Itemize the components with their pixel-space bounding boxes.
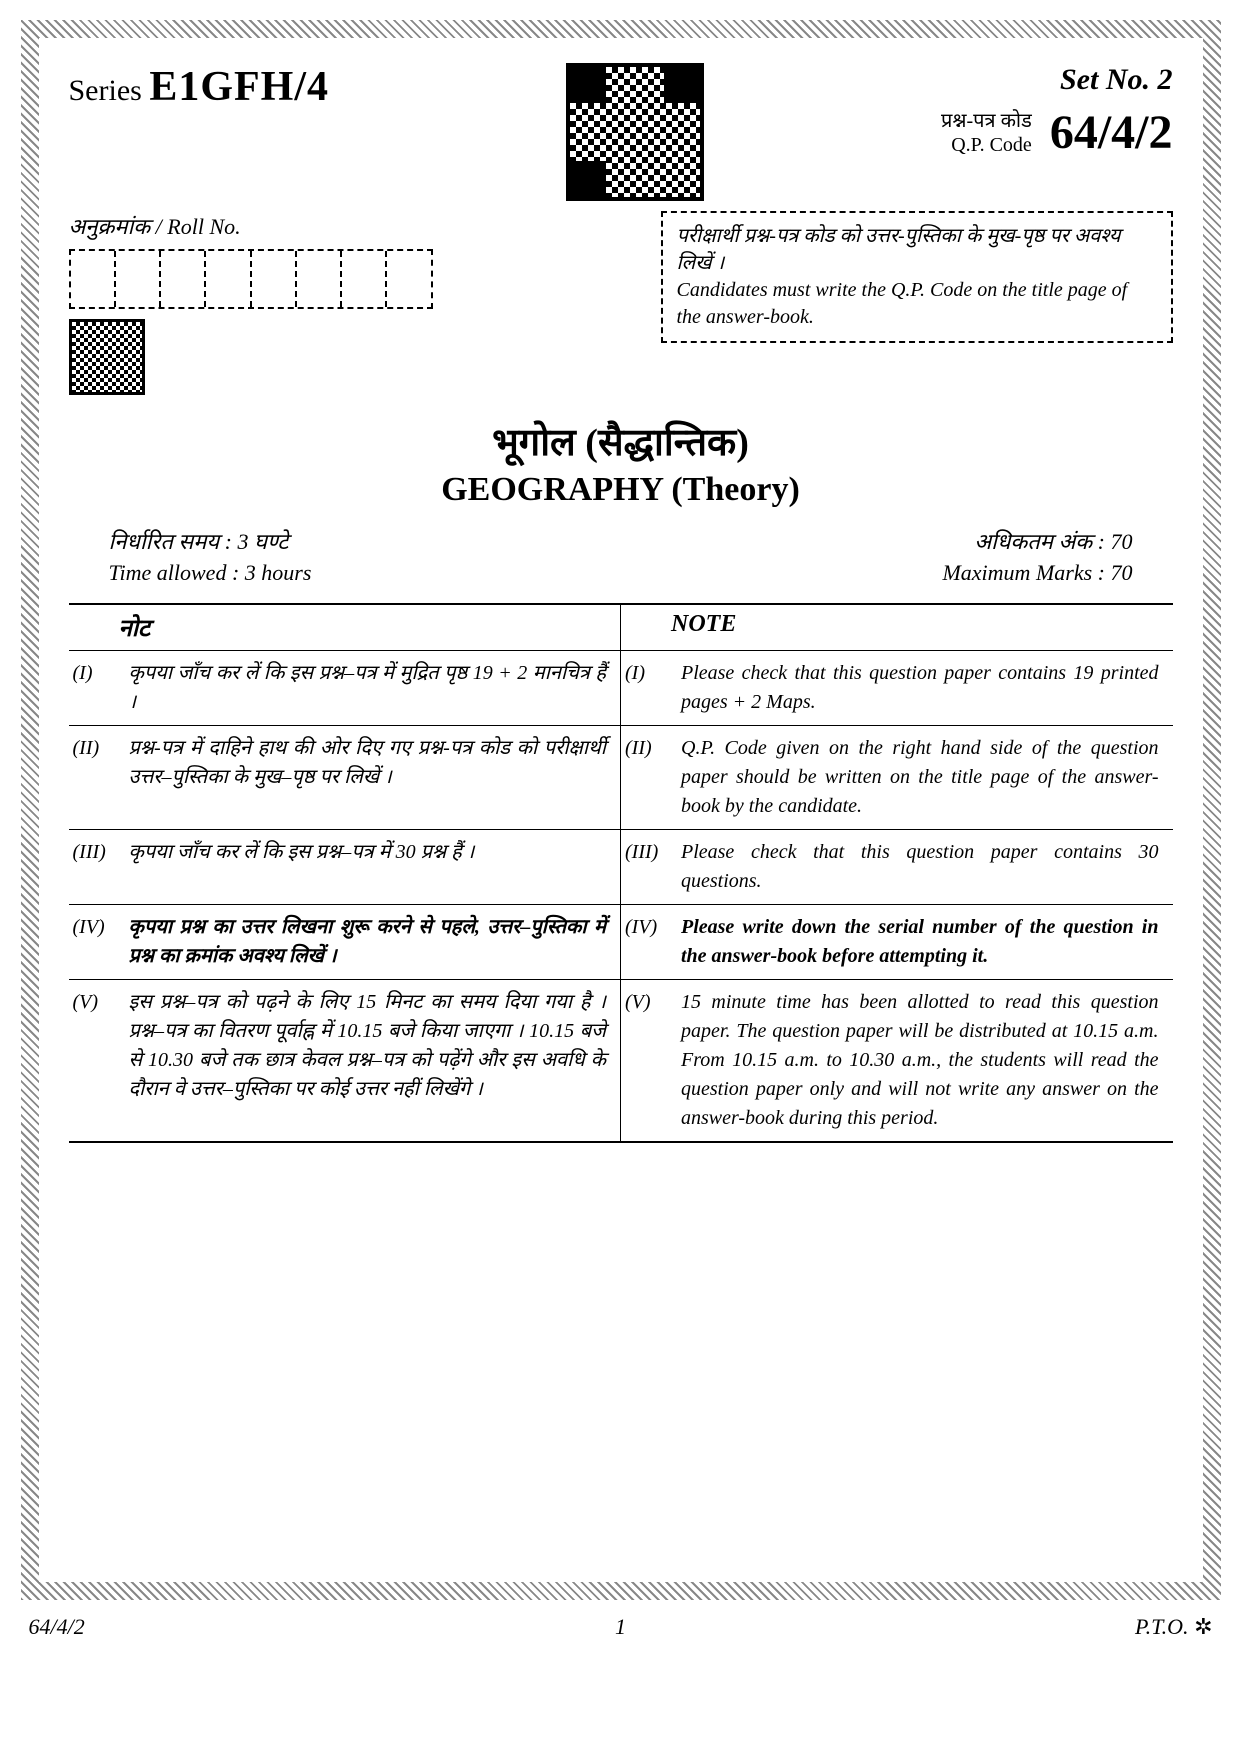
roll-label: अनुक्रमांक / Roll No. [69, 211, 433, 241]
note-cell-en: (I)Please check that this question paper… [621, 651, 1173, 725]
note-number: (IV) [623, 913, 681, 971]
page-border: Series E1GFH/4 Set No. 2 प्रश्न-पत्र कोड… [21, 20, 1221, 1600]
qp-code-row: प्रश्न-पत्र कोड Q.P. Code 64/4/2 [941, 105, 1173, 160]
qp-code-label: प्रश्न-पत्र कोड Q.P. Code [941, 109, 1032, 157]
notes-header: नोट NOTE [69, 605, 1173, 651]
note-text-en: 15 minute time has been allotted to read… [681, 988, 1167, 1133]
roll-label-hi: अनुक्रमांक [69, 214, 151, 239]
subject-title-hi: भूगोल (सैद्धान्तिक) [69, 415, 1173, 467]
roll-row: अनुक्रमांक / Roll No. परीक्षार्थी प्रश्न… [69, 211, 1173, 395]
set-block: Set No. 2 प्रश्न-पत्र कोड Q.P. Code 64/4… [941, 63, 1173, 160]
note-text-hi: प्रश्न-पत्र में दाहिने हाथ की ओर दिए गए … [129, 734, 615, 821]
candidate-instruction-box: परीक्षार्थी प्रश्न-पत्र कोड को उत्तर-पुस… [661, 211, 1173, 343]
header-row: Series E1GFH/4 Set No. 2 प्रश्न-पत्र कोड… [69, 63, 1173, 201]
note-cell-en: (IV)Please write down the serial number … [621, 905, 1173, 979]
note-cell-hi: (I)कृपया जाँच कर लें कि इस प्रश्न–पत्र म… [69, 651, 622, 725]
note-cell-en: (II)Q.P. Code given on the right hand si… [621, 726, 1173, 829]
footer-qp-code: 64/4/2 [29, 1614, 85, 1640]
roll-label-en: Roll No. [167, 214, 240, 239]
series-label: Series [69, 74, 142, 107]
note-number: (II) [623, 734, 681, 821]
time-allowed-en: Time allowed : 3 hours [109, 558, 312, 589]
note-number: (V) [623, 988, 681, 1133]
page-footer: 64/4/2 1 P.T.O. [21, 1600, 1221, 1640]
note-number: (I) [71, 659, 129, 717]
note-text-hi: कृपया जाँच कर लें कि इस प्रश्न–पत्र में … [129, 838, 615, 896]
notes-table: नोट NOTE (I)कृपया जाँच कर लें कि इस प्रश… [69, 603, 1173, 1143]
set-number-value: 2 [1157, 63, 1172, 96]
series-block: Series E1GFH/4 [69, 63, 330, 111]
note-row: (I)कृपया जाँच कर लें कि इस प्रश्न–पत्र म… [69, 651, 1173, 726]
footer-pto: P.T.O. [1135, 1614, 1213, 1640]
subject-title-en: GEOGRAPHY (Theory) [69, 471, 1173, 509]
set-number: Set No. 2 [941, 63, 1173, 97]
note-cell-hi: (IV)कृपया प्रश्न का उत्तर लिखना शुरू करन… [69, 905, 622, 979]
roll-number-boxes[interactable] [69, 249, 433, 309]
note-number: (II) [71, 734, 129, 821]
note-row: (III)कृपया जाँच कर लें कि इस प्रश्न–पत्र… [69, 830, 1173, 905]
note-row: (IV)कृपया प्रश्न का उत्तर लिखना शुरू करन… [69, 905, 1173, 980]
note-number: (IV) [71, 913, 129, 971]
note-cell-en: (V)15 minute time has been allotted to r… [621, 980, 1173, 1141]
qp-code-label-en: Q.P. Code [941, 133, 1032, 157]
note-number: (V) [71, 988, 129, 1133]
note-number: (I) [623, 659, 681, 717]
note-number: (III) [71, 838, 129, 896]
notes-header-hi: नोट [69, 605, 622, 650]
qp-code-value: 64/4/2 [1050, 105, 1173, 160]
max-marks-en: Maximum Marks : 70 [942, 558, 1132, 589]
candidate-instruction-en: Candidates must write the Q.P. Code on t… [677, 277, 1157, 331]
note-text-en: Please check that this question paper co… [681, 838, 1167, 896]
time-col: निर्धारित समय : 3 घण्टे Time allowed : 3… [109, 527, 312, 589]
note-row: (II)प्रश्न-पत्र में दाहिने हाथ की ओर दिए… [69, 726, 1173, 830]
note-row: (V)इस प्रश्न–पत्र को पढ़ने के लिए 15 मिन… [69, 980, 1173, 1141]
candidate-instruction-hi: परीक्षार्थी प्रश्न-पत्र कोड को उत्तर-पुस… [677, 223, 1157, 277]
time-allowed-hi: निर्धारित समय : 3 घण्टे [109, 527, 312, 558]
note-text-en: Q.P. Code given on the right hand side o… [681, 734, 1167, 821]
roll-left: अनुक्रमांक / Roll No. [69, 211, 433, 395]
qp-code-label-hi: प्रश्न-पत्र कोड [941, 109, 1032, 133]
max-marks-hi: अधिकतम अंक : 70 [942, 527, 1132, 558]
note-text-hi: कृपया प्रश्न का उत्तर लिखना शुरू करने से… [129, 913, 615, 971]
qr-code-small-icon [69, 319, 145, 395]
note-cell-hi: (III)कृपया जाँच कर लें कि इस प्रश्न–पत्र… [69, 830, 622, 904]
note-text-hi: कृपया जाँच कर लें कि इस प्रश्न–पत्र में … [129, 659, 615, 717]
notes-header-en: NOTE [621, 605, 1173, 650]
footer-page-number: 1 [615, 1614, 626, 1640]
series-code: E1GFH/4 [149, 64, 329, 110]
note-text-en: Please check that this question paper co… [681, 659, 1167, 717]
roll-separator: / [150, 214, 167, 239]
note-cell-hi: (II)प्रश्न-पत्र में दाहिने हाथ की ओर दिए… [69, 726, 622, 829]
set-label-text: Set No. [1060, 63, 1150, 96]
title-block: भूगोल (सैद्धान्तिक) GEOGRAPHY (Theory) [69, 415, 1173, 509]
note-cell-en: (III)Please check that this question pap… [621, 830, 1173, 904]
note-text-hi: इस प्रश्न–पत्र को पढ़ने के लिए 15 मिनट क… [129, 988, 615, 1133]
time-marks-row: निर्धारित समय : 3 घण्टे Time allowed : 3… [69, 527, 1173, 599]
qr-code-large-icon [566, 63, 704, 201]
marks-col: अधिकतम अंक : 70 Maximum Marks : 70 [942, 527, 1132, 589]
note-cell-hi: (V)इस प्रश्न–पत्र को पढ़ने के लिए 15 मिन… [69, 980, 622, 1141]
note-text-en: Please write down the serial number of t… [681, 913, 1167, 971]
note-number: (III) [623, 838, 681, 896]
